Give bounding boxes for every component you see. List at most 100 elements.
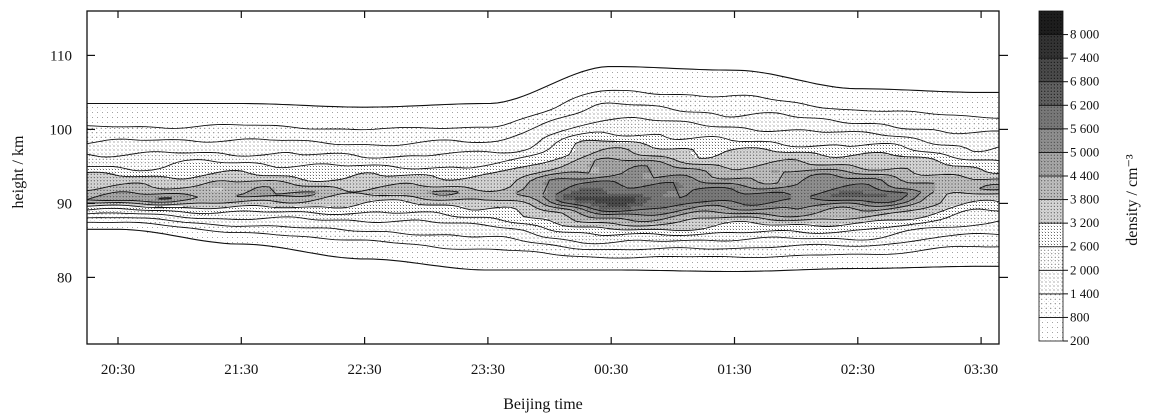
density-cell: [435, 176, 471, 179]
density-cell: [579, 158, 599, 161]
density-cell: [575, 134, 619, 137]
density-cell: [663, 218, 687, 221]
density-cell: [475, 188, 503, 191]
x-tick-label: 23:30: [471, 362, 505, 378]
density-cell: [607, 203, 627, 206]
density-cell: [587, 215, 675, 218]
density-cell: [295, 152, 327, 155]
density-cell: [215, 230, 383, 233]
contour-line: [86, 199, 1000, 232]
density-cell: [943, 200, 975, 203]
contour-line: [86, 117, 1000, 159]
density-cell: [927, 248, 999, 251]
density-cell: [599, 158, 615, 161]
density-cell: [595, 212, 667, 215]
density-cell: [747, 167, 863, 170]
density-cell: [171, 203, 359, 206]
density-cell: [515, 191, 547, 194]
density-cell: [659, 269, 783, 272]
density-cell: [255, 173, 355, 176]
density-cell: [651, 167, 687, 170]
density-cell: [543, 86, 839, 89]
colorbar-swatch: [1038, 293, 1064, 318]
density-cell: [87, 203, 147, 206]
density-cell: [95, 188, 211, 191]
density-cell: [899, 206, 927, 209]
density-cell: [987, 170, 999, 173]
density-cell: [223, 188, 251, 191]
density-cell: [571, 98, 771, 101]
density-cell: [811, 194, 831, 197]
density-cell: [783, 176, 807, 179]
density-cell: [823, 203, 863, 206]
density-cell: [683, 203, 743, 206]
density-cell: [563, 197, 575, 200]
density-cell: [167, 233, 275, 236]
density-cell: [631, 167, 651, 170]
density-cell: [651, 170, 707, 173]
density-cell: [911, 203, 939, 206]
density-cell: [795, 170, 847, 173]
density-cell: [115, 173, 207, 176]
density-cell: [579, 140, 615, 143]
density-cell: [635, 152, 691, 155]
colorbar-tick-label: 2 000: [1070, 262, 1099, 277]
density-cell: [671, 137, 691, 140]
density-cell: [951, 215, 999, 218]
density-cell: [571, 161, 591, 164]
density-cell: [555, 167, 599, 170]
density-cell: [347, 206, 463, 209]
density-cell: [87, 140, 99, 143]
density-cell: [863, 191, 903, 194]
x-tick-label: 00:30: [594, 362, 628, 378]
density-cell: [127, 212, 199, 215]
density-cell: [903, 191, 919, 194]
density-cell: [619, 134, 639, 137]
density-cell: [695, 179, 755, 182]
density-cell: [939, 203, 963, 206]
density-cell: [555, 206, 575, 209]
density-cell: [135, 152, 223, 155]
density-cell: [899, 143, 935, 146]
density-cell: [607, 227, 703, 230]
density-cell: [759, 203, 823, 206]
density-cell: [599, 176, 643, 179]
density-cell: [939, 161, 999, 164]
density-cell: [903, 230, 999, 233]
density-cell: [87, 182, 127, 185]
density-cell: [687, 218, 767, 221]
density-cell: [87, 155, 99, 158]
density-cell: [223, 224, 487, 227]
density-cell: [91, 212, 127, 215]
density-cell: [327, 254, 563, 257]
colorbar-swatch: [1038, 81, 1064, 106]
colorbar-tick-label: 1 400: [1070, 286, 1099, 301]
density-cell: [635, 116, 799, 119]
density-cell: [663, 155, 695, 158]
density-cell: [503, 188, 523, 191]
density-cell: [867, 200, 895, 203]
density-cell: [87, 179, 307, 182]
density-cell: [903, 224, 975, 227]
density-cell: [563, 224, 627, 227]
density-cell: [551, 200, 559, 203]
density-cell: [307, 251, 543, 254]
density-cell: [623, 233, 659, 236]
density-cell: [223, 161, 499, 164]
y-tick-label: 80: [57, 270, 72, 286]
density-cell: [587, 107, 671, 110]
density-cell: [815, 212, 887, 215]
density-cell: [915, 197, 927, 200]
density-cell: [651, 197, 791, 200]
density-cell: [663, 161, 683, 164]
density-cell: [859, 209, 875, 212]
density-cell: [799, 215, 871, 218]
density-cell: [971, 149, 987, 152]
density-cell: [583, 110, 683, 113]
density-cell: [323, 197, 423, 200]
density-cell: [667, 191, 691, 194]
density-cell: [539, 200, 551, 203]
density-cell: [579, 188, 603, 191]
colorbar-tick-label: 6 800: [1070, 74, 1099, 89]
density-cell: [943, 194, 999, 197]
